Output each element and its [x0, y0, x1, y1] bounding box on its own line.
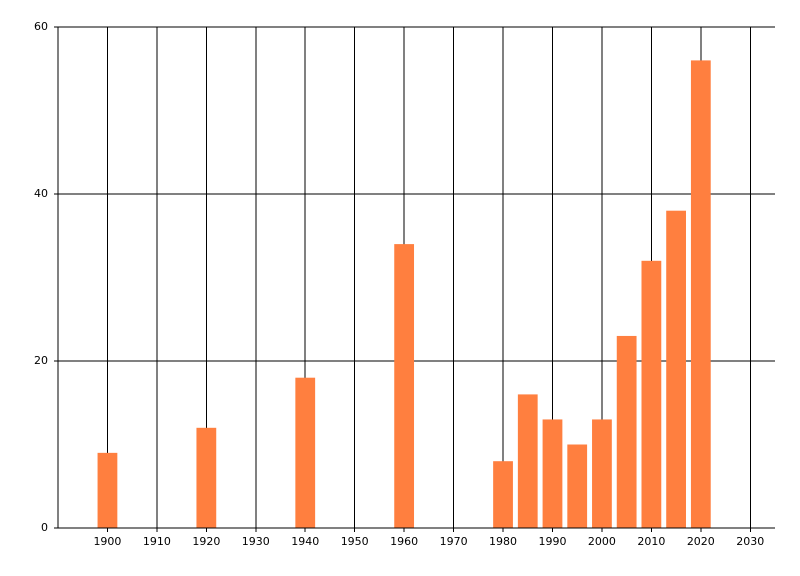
x-tick-label: 1920: [192, 535, 220, 548]
x-tick-label: 1930: [242, 535, 270, 548]
y-tick-label: 40: [34, 187, 48, 200]
bar: [567, 444, 588, 528]
bar: [493, 461, 513, 528]
bar: [616, 335, 637, 528]
bar: [196, 427, 217, 528]
x-tick-label: 1960: [390, 535, 418, 548]
bar: [517, 394, 538, 528]
x-tick-label: 1990: [538, 535, 566, 548]
x-tick-label: 2020: [687, 535, 715, 548]
x-tick-label: 1950: [341, 535, 369, 548]
bar: [641, 260, 662, 528]
y-tick-label: 60: [34, 20, 48, 33]
bar: [97, 452, 118, 528]
x-tick-label: 2030: [736, 535, 764, 548]
y-tick-label: 20: [34, 354, 48, 367]
bar: [690, 60, 711, 529]
x-tick-label: 1940: [291, 535, 319, 548]
bar: [592, 419, 612, 528]
x-tick-label: 1900: [93, 535, 121, 548]
x-tick-label: 1980: [489, 535, 517, 548]
bar: [394, 244, 415, 528]
x-tick-label: 1970: [440, 535, 468, 548]
y-tick-label: 0: [41, 521, 48, 534]
x-tick-label: 1910: [143, 535, 171, 548]
bar: [295, 377, 316, 528]
x-tick-label: 2000: [588, 535, 616, 548]
bar: [542, 419, 563, 528]
bar: [666, 210, 686, 528]
x-tick-label: 2010: [637, 535, 665, 548]
